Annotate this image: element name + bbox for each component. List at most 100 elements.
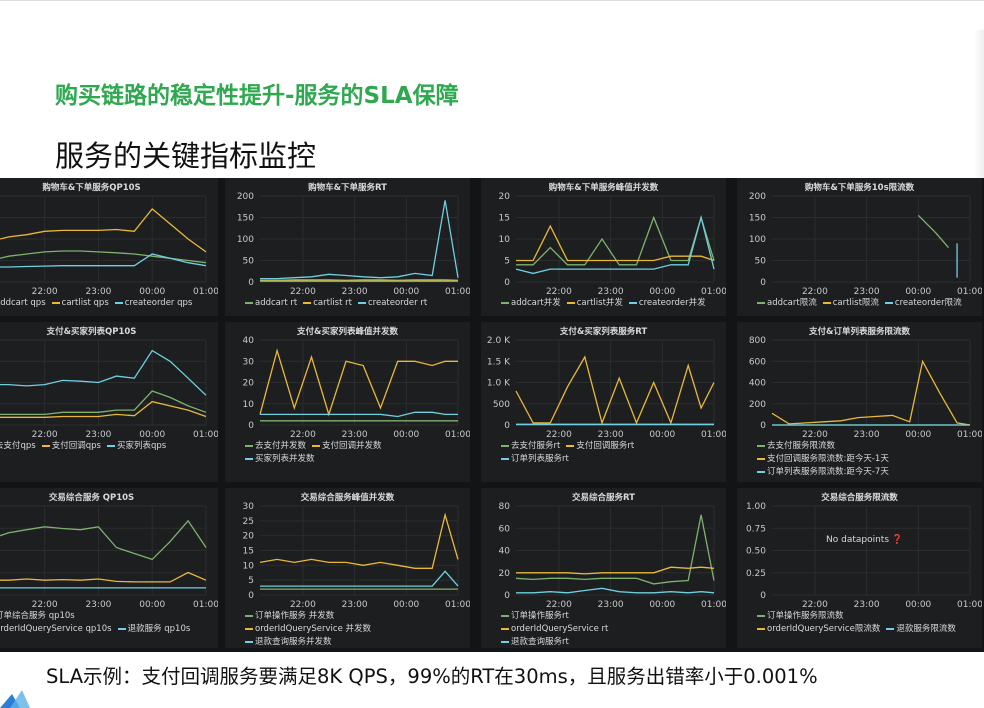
x-tick-label: 23:00 (854, 430, 880, 440)
graph-panel[interactable]: 支付&订单列表服务限流数 800 600 400 200 0 22:00 23:00 00:00… (737, 322, 982, 482)
graph-panel[interactable]: 购物车&下单服务QP10S 22:00 23:00 00:00 01:00 addcart… (0, 178, 218, 316)
legend-item[interactable]: createorder rt (357, 298, 427, 308)
legend-item[interactable]: 订单列表服务限流数:距今天-7天 (757, 467, 889, 477)
y-tick-label: 0 (248, 278, 254, 288)
panel-title[interactable]: 支付&买家列表QP10S (46, 327, 137, 337)
legend-item[interactable]: orderIdQueryService 并发数 (245, 624, 371, 634)
legend-item[interactable]: 去支付并发数 (245, 441, 306, 451)
legend-item[interactable]: 去支付服务限流数 (757, 441, 835, 451)
series-line (516, 215, 715, 266)
legend-item[interactable]: orderIdQueryService qp10s (0, 624, 112, 634)
legend-item[interactable]: createorder限流 (884, 298, 962, 308)
legend-item[interactable]: cartlist并发 (566, 298, 623, 308)
legend-item[interactable]: 订单操作服务 并发数 (245, 611, 334, 621)
panel-title[interactable]: 购物车&下单服务QP10S (42, 183, 141, 193)
legend-item[interactable]: 订单综合服务 qp10s (0, 611, 75, 621)
legend-item[interactable]: 支付回调服务rt (566, 441, 634, 451)
legend-label: 去支付服务rt (511, 441, 561, 451)
y-tick-label: 0 (760, 421, 766, 431)
legend-label: 支付回调qps (51, 441, 101, 451)
series-line (260, 200, 459, 280)
legend-item[interactable]: 退款查询服务rt (501, 637, 569, 647)
graph-panel[interactable]: 购物车&下单服务10s限流数 200 150 100 50 0 22:00 23:00 00:0… (737, 178, 982, 316)
graph-panel[interactable]: 交易综合服务 QP10S 22:00 23:00 00:00 01:00 订单综合服务 q… (0, 488, 218, 648)
graph-panel[interactable]: 支付&买家列表峰值并发数 40 30 20 10 0 22:00 23:00 00:00 01:0… (225, 322, 470, 482)
panel-title[interactable]: 购物车&下单服务RT (308, 183, 387, 193)
x-tick-label: 23:00 (854, 287, 880, 297)
plot-area: 22:00 23:00 00:00 01:00 (0, 195, 218, 297)
legend-item[interactable]: 买家列表qps (106, 441, 166, 451)
series-line (516, 566, 715, 575)
legend-swatch-icon (245, 301, 253, 304)
legend-swatch-icon (501, 457, 509, 460)
panel-title[interactable]: 支付&订单列表服务限流数 (809, 327, 910, 337)
legend-swatch-icon (886, 627, 895, 630)
panel-title[interactable]: 交易综合服务 QP10S (48, 493, 135, 503)
x-tick-label: 22:00 (32, 430, 58, 440)
legend-swatch-icon (114, 301, 123, 304)
legend-item[interactable]: addcart并发 (501, 298, 561, 308)
legend-label: 支付回调服务rt (576, 441, 635, 451)
panel-title[interactable]: 交易综合服务RT (572, 493, 635, 503)
legend-item[interactable]: 退款服务 qp10s (117, 624, 190, 634)
x-tick-label: 01:00 (193, 430, 218, 440)
legend-item[interactable]: cartlist qps (51, 298, 109, 308)
legend-item[interactable]: 退款查询服务并发数 (245, 637, 332, 647)
y-tick-label: 5 (504, 257, 510, 267)
legend: 去支付服务限流数支付回调服务限流数:距今天-1天订单列表服务限流数:距今天-7天 (757, 440, 980, 479)
legend-label: 订单操作服务rt (511, 611, 569, 621)
x-tick-label: 00:00 (393, 600, 419, 610)
legend-label: 退款查询服务rt (511, 637, 569, 647)
legend-swatch-icon (245, 627, 253, 630)
legend-item[interactable]: addcart qps (0, 298, 46, 308)
x-tick-label: 01:00 (701, 600, 726, 610)
legend-item[interactable]: 买家列表并发数 (245, 454, 315, 464)
legend-item[interactable]: 去支付服务rt (501, 441, 560, 451)
graph-panel[interactable]: 交易综合服务RT 80 60 40 20 0 22:00 23:00 00:00 01:00 订单操… (481, 488, 726, 648)
legend-swatch-icon (822, 301, 831, 304)
legend-item[interactable]: addcart限流 (757, 298, 817, 308)
legend-item[interactable]: addcart rt (245, 298, 297, 308)
y-tick-label: 100 (749, 235, 766, 245)
y-tick-label: 0 (760, 591, 766, 601)
x-tick-label: 01:00 (193, 287, 218, 297)
panel-title[interactable]: 购物车&下单服务峰值并发数 (548, 183, 659, 193)
legend-item[interactable]: orderIdQueryService限流数 (757, 624, 880, 634)
legend-item[interactable]: 支付回调qps (41, 441, 101, 451)
legend-item[interactable]: cartlist rt (303, 298, 352, 308)
slide-title: 购买链路的稳定性提升-服务的SLA保障 (55, 83, 459, 109)
graph-panel[interactable]: 交易综合服务峰值并发数 30 25 20 15 10 5 0 22:00 23:00 00:00 01… (225, 488, 470, 648)
legend-label: 去支付并发数 (255, 441, 307, 451)
panel-title[interactable]: 支付&买家列表峰值并发数 (297, 327, 398, 337)
panel-title[interactable]: 支付&买家列表服务RT (559, 327, 648, 337)
graph-panel[interactable]: 支付&买家列表QP10S 22:00 23:00 00:00 01:00 去支付qps 支付… (0, 322, 218, 482)
legend: addcart并发 cartlist并发 createorder并发 (501, 297, 724, 310)
panel-title[interactable]: 交易综合服务峰值并发数 (300, 493, 395, 503)
graph-panel[interactable]: 购物车&下单服务RT 200 150 100 50 0 22:00 23:00 00:00 01:… (225, 178, 470, 316)
panel-title[interactable]: 购物车&下单服务10s限流数 (804, 183, 915, 193)
legend: 订单操作服务限流数 orderIdQueryService限流数 退款服务限流数 (757, 610, 980, 636)
legend-item[interactable]: 订单操作服务rt (501, 611, 569, 621)
legend-item[interactable]: createorder并发 (628, 298, 706, 308)
legend-item[interactable]: 退款服务限流数 (886, 624, 956, 634)
graph-panel[interactable]: 交易综合服务限流数 1.00 0.75 0.50 0.25 0 22:00 23:00 00:0… (737, 488, 982, 648)
legend-label: orderIdQueryService rt (511, 624, 609, 634)
x-tick-label: 00:00 (649, 600, 675, 610)
legend-item[interactable]: cartlist限流 (822, 298, 879, 308)
legend-item[interactable]: 订单操作服务限流数 (757, 611, 844, 621)
legend-item[interactable]: 支付回调服务限流数:距今天-1天 (757, 454, 889, 464)
legend-item[interactable]: 订单列表服务rt (501, 454, 569, 464)
legend-item[interactable]: createorder qps (114, 298, 193, 308)
legend-label: 订单列表服务限流数:距今天-7天 (767, 467, 889, 477)
legend-item[interactable]: orderIdQueryService rt (501, 624, 608, 634)
graph-panel[interactable]: 购物车&下单服务峰值并发数 20 15 10 5 0 22:00 23:00 00:00 01:0… (481, 178, 726, 316)
legend-item[interactable]: 支付回调并发数 (312, 441, 382, 451)
y-tick-label: 200 (749, 400, 766, 410)
legend-label: createorder qps (124, 298, 193, 308)
panel-title[interactable]: 交易综合服务限流数 (821, 493, 898, 503)
legend-item[interactable]: 去支付qps (0, 441, 36, 451)
legend-swatch-icon (501, 614, 509, 617)
plot-area: 1.00 0.75 0.50 0.25 0 22:00 23:00 00:00 01:00 (746, 502, 982, 610)
graph-panel[interactable]: 支付&买家列表服务RT 2.0 K 1.5 K 1.0 K 500 0 22:00 23:00… (481, 322, 726, 482)
x-tick-label: 22:00 (802, 287, 828, 297)
